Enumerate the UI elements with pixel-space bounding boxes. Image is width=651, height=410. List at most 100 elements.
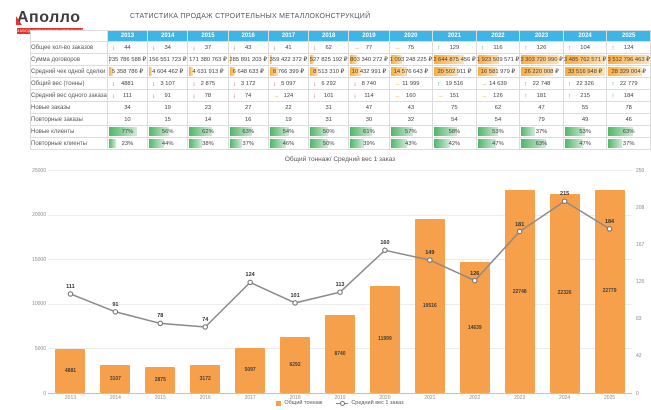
stat-value: 114 [364, 92, 374, 99]
year-header: 2018 [308, 30, 350, 42]
table-row: Сумма договоров 235 786 588 ₽156 551 723 … [30, 53, 651, 66]
year-header: 2016 [227, 30, 269, 42]
data-bar [269, 127, 289, 136]
down-arrow-icon: ↓ [152, 44, 156, 51]
down-arrow-icon: ↓ [111, 80, 116, 87]
stat-value: 53% [492, 128, 504, 135]
stat-cell: ↓ 101 [308, 89, 350, 102]
stat-cell: ↓ 91 [147, 89, 189, 102]
stat-cell: 44% [147, 137, 189, 150]
stat-cell: 54% [267, 125, 310, 138]
data-bar [434, 127, 457, 136]
stat-value: 46 [625, 116, 632, 123]
stat-value: 22 779 [619, 80, 638, 87]
data-bar [608, 67, 643, 76]
line-value-label: 111 [66, 283, 75, 290]
stat-value: 4881 [120, 80, 134, 87]
stat-cell: 15 [147, 113, 189, 126]
bar-value-label: 22779 [602, 288, 617, 295]
x-axis-label: 2021 [424, 395, 436, 401]
x-axis-label: 2014 [109, 395, 121, 401]
x-axis-label: 2017 [244, 395, 256, 401]
stat-cell: 31 [308, 113, 350, 126]
line-value-label: 101 [290, 292, 300, 299]
y-axis-right-tick: 167 [636, 241, 645, 248]
stat-value: 14 576 643 ₽ [393, 68, 428, 75]
year-header: 2015 [187, 30, 229, 42]
x-axis-label: 2023 [514, 395, 526, 401]
data-bar [269, 139, 286, 148]
stat-cell: 55 [562, 101, 608, 114]
stat-value: 156 551 723 ₽ [148, 56, 187, 63]
stat-value: 129 [449, 44, 460, 51]
stat-cell: ↓ 43 [227, 41, 269, 54]
stat-value: 28 329 004 ₽ [611, 68, 646, 75]
logo-brand-text: Аполло [16, 10, 83, 26]
stat-value: 8 766 399 ₽ [272, 68, 304, 75]
data-bar [521, 139, 547, 148]
year-header: 2013 [106, 30, 149, 42]
stat-cell: 47% [562, 137, 608, 150]
data-bar [310, 139, 328, 148]
stat-cell: → 151 [432, 89, 477, 102]
stat-cell: 77% [106, 125, 149, 138]
stat-value: 215 [580, 92, 590, 99]
stat-cell: ↑ 181 [519, 89, 564, 102]
stat-cell: 235 786 588 ₽ [106, 53, 149, 66]
stat-cell: → 160 [388, 89, 434, 102]
stat-value: 101 [323, 92, 334, 99]
up-arrow-icon: ↑ [524, 80, 528, 87]
gridline [48, 303, 632, 305]
chart-title: Общий тоннаж/ Средний вес 1 заказ [284, 156, 396, 163]
stat-value: 1 923 509 571 ₽ [476, 56, 520, 63]
stats-table: 2013 2014 2015 2016 2017 2018 2019 2020 2021 2022… [30, 30, 651, 150]
stat-value: 41 [285, 44, 292, 51]
stat-cell: ↓ 4881 [106, 77, 149, 90]
stat-value: 43% [405, 140, 417, 147]
up-arrow-icon: ↑ [611, 44, 615, 51]
stat-cell: ↓ 37 [187, 41, 229, 54]
stat-value: 23 [204, 104, 212, 111]
x-axis-label: 2016 [199, 395, 211, 401]
down-arrow-icon: ↓ [192, 80, 196, 87]
table-row: Общее кол-во заказов ↓ 44 ↓ 34 ↓ 37 ↓ 43 ↓ 41 ↓ 62 → 7… [30, 41, 651, 54]
stat-value: 22 326 [576, 80, 594, 87]
stat-value: 75 [451, 104, 458, 111]
stat-value: 75 [407, 44, 415, 51]
stat-value: 126 [536, 44, 547, 51]
data-bar [434, 139, 450, 148]
stat-cell: ↑ 22 326 [562, 77, 608, 90]
stat-cell: 4 631 913 ₽ [187, 65, 229, 78]
stat-cell: 2 644 875 456 ₽ [432, 53, 477, 66]
data-bar [269, 55, 272, 64]
legend-item-tonnage: Общий тоннаж [276, 400, 322, 406]
stat-cell: ↑ 22 779 [606, 77, 651, 90]
bar-value-label: 6292 [289, 361, 301, 368]
row-label: Новые клиенты [30, 125, 108, 138]
stat-cell: → 126 [475, 89, 521, 102]
x-axis-label: 2022 [469, 395, 481, 401]
stat-value: 19 [285, 116, 292, 123]
right-arrow-icon: → [272, 92, 280, 99]
stat-cell: ↓ 8 740 [348, 77, 390, 90]
stat-cell: 32 [388, 113, 434, 126]
line-value-label: 181 [515, 221, 525, 228]
data-bar [390, 139, 407, 148]
gridline [48, 214, 632, 216]
stat-value: 8 513 310 ₽ [313, 68, 345, 75]
bar-value-label: 5097 [244, 367, 256, 374]
tonnage-bar [190, 364, 221, 393]
stat-cell: 56% [147, 125, 189, 138]
down-arrow-icon: ↓ [232, 92, 236, 99]
stat-cell: 4 604 462 ₽ [147, 65, 189, 78]
up-arrow-icon: ↑ [611, 80, 615, 87]
stat-cell: 39% [348, 137, 390, 150]
data-bar [269, 67, 279, 76]
up-arrow-icon: ↑ [611, 92, 615, 99]
bar-series-swatch-icon [276, 400, 282, 406]
stat-cell: 42% [432, 137, 477, 150]
stat-cell: 14 576 643 ₽ [388, 65, 434, 78]
stat-cell: → 75 [388, 41, 434, 54]
down-arrow-icon: ↓ [192, 92, 196, 99]
y-axis-left-tick: 25000 [32, 167, 46, 174]
